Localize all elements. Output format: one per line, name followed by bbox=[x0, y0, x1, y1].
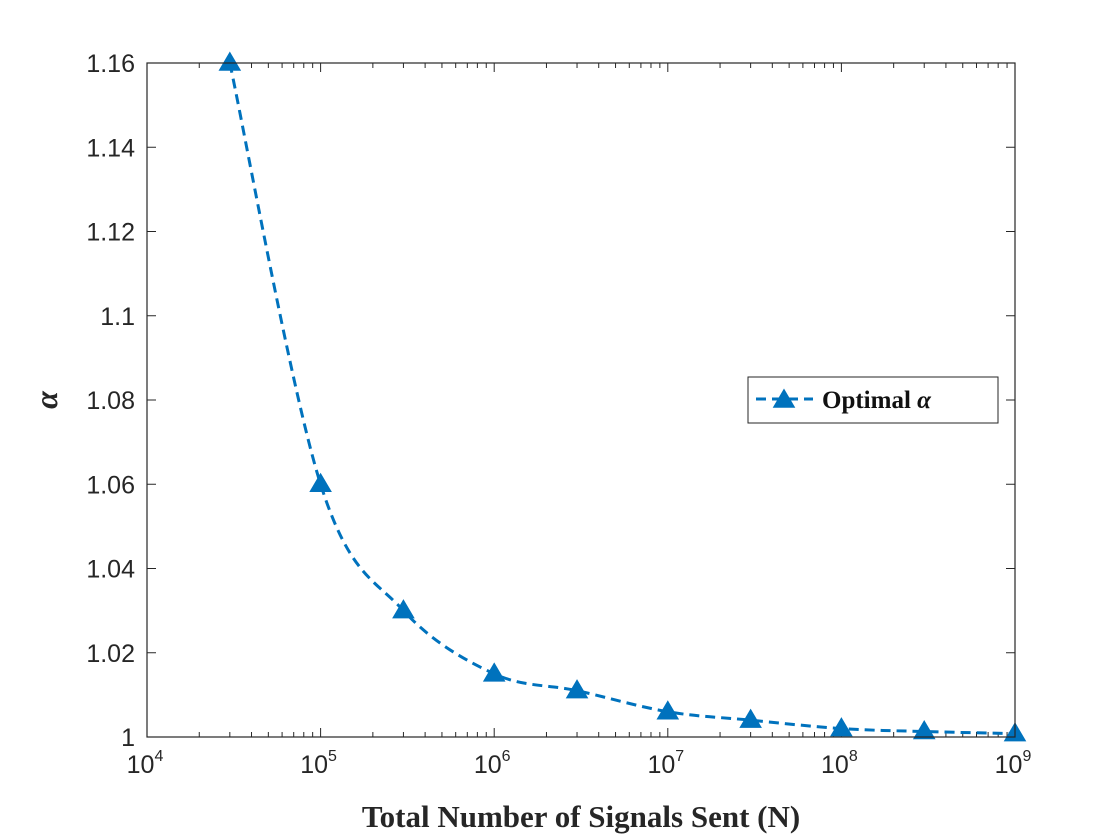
x-tick-label: 108 bbox=[821, 748, 858, 779]
y-tick-label: 1.08 bbox=[86, 387, 135, 415]
legend: Optimal α bbox=[747, 376, 999, 424]
legend-marker-triangle bbox=[772, 388, 796, 408]
y-tick-label: 1.1 bbox=[100, 303, 135, 331]
y-tick-label: 1.16 bbox=[86, 50, 135, 78]
x-tick-label: 106 bbox=[474, 748, 511, 779]
x-tick-label-base: 10 bbox=[300, 751, 328, 779]
x-tick-label-base: 10 bbox=[821, 751, 849, 779]
data-point-marker bbox=[656, 700, 680, 720]
legend-label-text: Optimal bbox=[822, 387, 917, 414]
legend-label-symbol: α bbox=[917, 387, 932, 414]
x-tick-label: 107 bbox=[647, 748, 684, 779]
x-tick-label-base: 10 bbox=[127, 751, 155, 779]
x-tick-label-exponent: 5 bbox=[328, 748, 337, 765]
x-tick-label-base: 10 bbox=[995, 751, 1023, 779]
x-tick-label-exponent: 7 bbox=[675, 748, 684, 765]
x-axis-title: Total Number of Signals Sent (N) bbox=[362, 799, 800, 834]
x-tick-label-exponent: 9 bbox=[1022, 748, 1031, 765]
legend-label: Optimal α bbox=[822, 387, 932, 414]
x-tick-label-exponent: 8 bbox=[849, 748, 858, 765]
data-point-marker bbox=[912, 720, 936, 740]
x-tick-label: 109 bbox=[995, 748, 1032, 779]
y-tick-label: 1.12 bbox=[86, 219, 135, 247]
y-tick-labels: 1 1.02 1.04 1.06 1.08 1.1 1.12 1.14 1.16 bbox=[86, 50, 135, 752]
data-point-marker bbox=[739, 708, 762, 728]
x-tick-label-exponent: 6 bbox=[502, 748, 511, 765]
data-point-marker bbox=[482, 662, 506, 682]
x-tick-label-base: 10 bbox=[474, 751, 502, 779]
y-tick-label: 1.02 bbox=[86, 640, 135, 668]
x-tick-labels: 104 105 106 107 108 109 bbox=[127, 748, 1032, 779]
data-point-marker bbox=[309, 472, 332, 492]
y-tick-label: 1.06 bbox=[86, 471, 135, 499]
x-tick-label: 105 bbox=[300, 748, 337, 779]
data-point-marker bbox=[830, 717, 853, 737]
y-tick-label: 1.14 bbox=[86, 134, 135, 162]
y-tick-label: 1 bbox=[121, 724, 135, 752]
minor-ticks bbox=[198, 63, 1008, 737]
data-point-marker bbox=[218, 51, 242, 71]
series-layer bbox=[218, 51, 1027, 742]
x-tick-label: 104 bbox=[127, 748, 164, 779]
y-axis-title: α bbox=[28, 390, 64, 409]
y-tick-label: 1.04 bbox=[86, 556, 135, 584]
x-tick-label-base: 10 bbox=[647, 751, 675, 779]
x-tick-label-exponent: 4 bbox=[154, 748, 163, 765]
data-point-marker bbox=[392, 599, 415, 619]
axes-box bbox=[146, 62, 1016, 738]
data-point-marker bbox=[565, 679, 589, 699]
